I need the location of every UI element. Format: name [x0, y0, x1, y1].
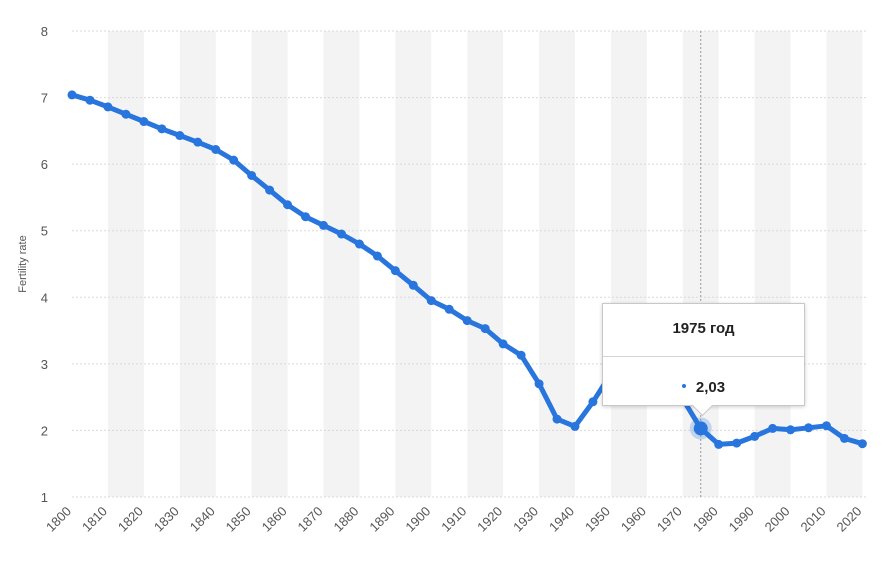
data-point-1915[interactable]: [480, 324, 490, 334]
data-point-1900[interactable]: [426, 296, 436, 306]
y-tick-label-1: 1: [41, 490, 48, 505]
x-tick-label-1930: 1930: [510, 504, 541, 535]
data-point-1850[interactable]: [247, 170, 257, 180]
data-point-1865[interactable]: [301, 212, 311, 222]
band-1910: [467, 31, 504, 497]
gridlines: [72, 30, 866, 498]
data-point-2000[interactable]: [786, 425, 796, 435]
data-point-2015[interactable]: [839, 433, 849, 443]
x-tick-label-1990: 1990: [726, 504, 757, 535]
data-point-1925[interactable]: [516, 350, 526, 360]
x-axis-tick-labels: 1800 1810 1820 1830 1840 1850 1860 1870 1880 1890…: [43, 504, 864, 535]
x-tick-label-1940: 1940: [546, 504, 577, 535]
data-point-1935[interactable]: [552, 414, 562, 424]
highlight-point-1975[interactable]: [693, 421, 708, 436]
x-tick-label-2020: 2020: [833, 504, 864, 535]
x-tick-label-1950: 1950: [582, 504, 613, 535]
highlighted-point[interactable]: [689, 417, 712, 440]
x-tick-label-1970: 1970: [654, 504, 685, 535]
x-tick-label-1800: 1800: [43, 504, 74, 535]
y-tick-label-5: 5: [41, 224, 48, 239]
data-point-1840[interactable]: [211, 144, 221, 154]
y-axis-tick-labels: 1 2 3 4 5 6 7 8: [41, 24, 48, 505]
band-1830: [179, 31, 216, 497]
x-tick-label-1910: 1910: [438, 504, 469, 535]
band-1850: [251, 31, 288, 497]
data-point-1995[interactable]: [768, 423, 778, 433]
tooltip-divider: [603, 356, 804, 357]
y-tick-label-8: 8: [41, 24, 48, 39]
data-point-1855[interactable]: [265, 185, 275, 195]
data-point-2020[interactable]: [857, 439, 867, 449]
x-tick-label-1900: 1900: [402, 504, 433, 535]
band-1810: [107, 31, 144, 497]
data-point-1820[interactable]: [139, 117, 149, 127]
data-point-1875[interactable]: [336, 229, 346, 239]
tooltip: 1975 год 2,03: [602, 303, 805, 417]
y-tick-label-3: 3: [41, 357, 48, 372]
data-point-1830[interactable]: [175, 131, 185, 141]
tooltip-value: 2,03: [695, 379, 726, 396]
alternating-bands: [107, 31, 863, 497]
band-2010: [826, 31, 863, 497]
data-point-1890[interactable]: [390, 266, 400, 276]
x-tick-label-1810: 1810: [79, 504, 110, 535]
data-point-1910[interactable]: [462, 316, 472, 326]
data-point-1845[interactable]: [229, 155, 239, 165]
x-tick-label-1820: 1820: [115, 504, 146, 535]
x-tick-label-1890: 1890: [366, 504, 397, 535]
tooltip-title: 1975 год: [672, 320, 735, 337]
data-point-1945[interactable]: [588, 397, 598, 407]
data-point-1920[interactable]: [498, 339, 508, 349]
data-point-1905[interactable]: [444, 304, 454, 314]
data-point-1880[interactable]: [354, 239, 364, 249]
band-1990: [754, 31, 791, 497]
data-point-1940[interactable]: [570, 421, 580, 431]
x-tick-label-1960: 1960: [618, 504, 649, 535]
band-1870: [323, 31, 360, 497]
data-point-1800[interactable]: [67, 90, 77, 100]
band-1890: [395, 31, 432, 497]
band-1950: [610, 31, 647, 497]
data-point-1930[interactable]: [534, 379, 544, 389]
x-tick-label-1830: 1830: [151, 504, 182, 535]
data-point-1985[interactable]: [732, 438, 742, 448]
data-point-2005[interactable]: [804, 423, 814, 433]
data-point-1815[interactable]: [121, 109, 131, 119]
x-tick-label-1840: 1840: [187, 504, 218, 535]
tooltip-value-row: 2,03: [603, 379, 804, 396]
data-point-1990[interactable]: [750, 431, 760, 441]
data-point-1860[interactable]: [283, 200, 293, 210]
y-axis-title: Fertility rate: [17, 235, 29, 292]
x-tick-label-1920: 1920: [474, 504, 505, 535]
band-1930: [539, 31, 575, 497]
x-tick-label-1880: 1880: [330, 504, 361, 535]
data-point-1870[interactable]: [318, 220, 328, 230]
data-point-1895[interactable]: [408, 280, 418, 290]
y-tick-label-4: 4: [41, 290, 48, 305]
y-tick-label-6: 6: [41, 157, 48, 172]
x-tick-label-1860: 1860: [259, 504, 290, 535]
data-point-2010[interactable]: [821, 421, 831, 431]
data-point-1805[interactable]: [85, 95, 95, 105]
y-tick-label-7: 7: [41, 91, 48, 106]
series-marker-icon: [681, 384, 686, 389]
x-tick-label-2010: 2010: [798, 504, 829, 535]
data-point-1885[interactable]: [372, 251, 382, 261]
data-point-1980[interactable]: [714, 439, 724, 449]
x-tick-label-1980: 1980: [690, 504, 721, 535]
data-point-1825[interactable]: [157, 124, 167, 134]
y-tick-label-2: 2: [41, 423, 48, 438]
data-point-1810[interactable]: [103, 102, 113, 112]
x-tick-label-1850: 1850: [223, 504, 254, 535]
x-tick-label-2000: 2000: [762, 504, 793, 535]
x-tick-label-1870: 1870: [295, 504, 326, 535]
data-point-1835[interactable]: [193, 137, 203, 147]
